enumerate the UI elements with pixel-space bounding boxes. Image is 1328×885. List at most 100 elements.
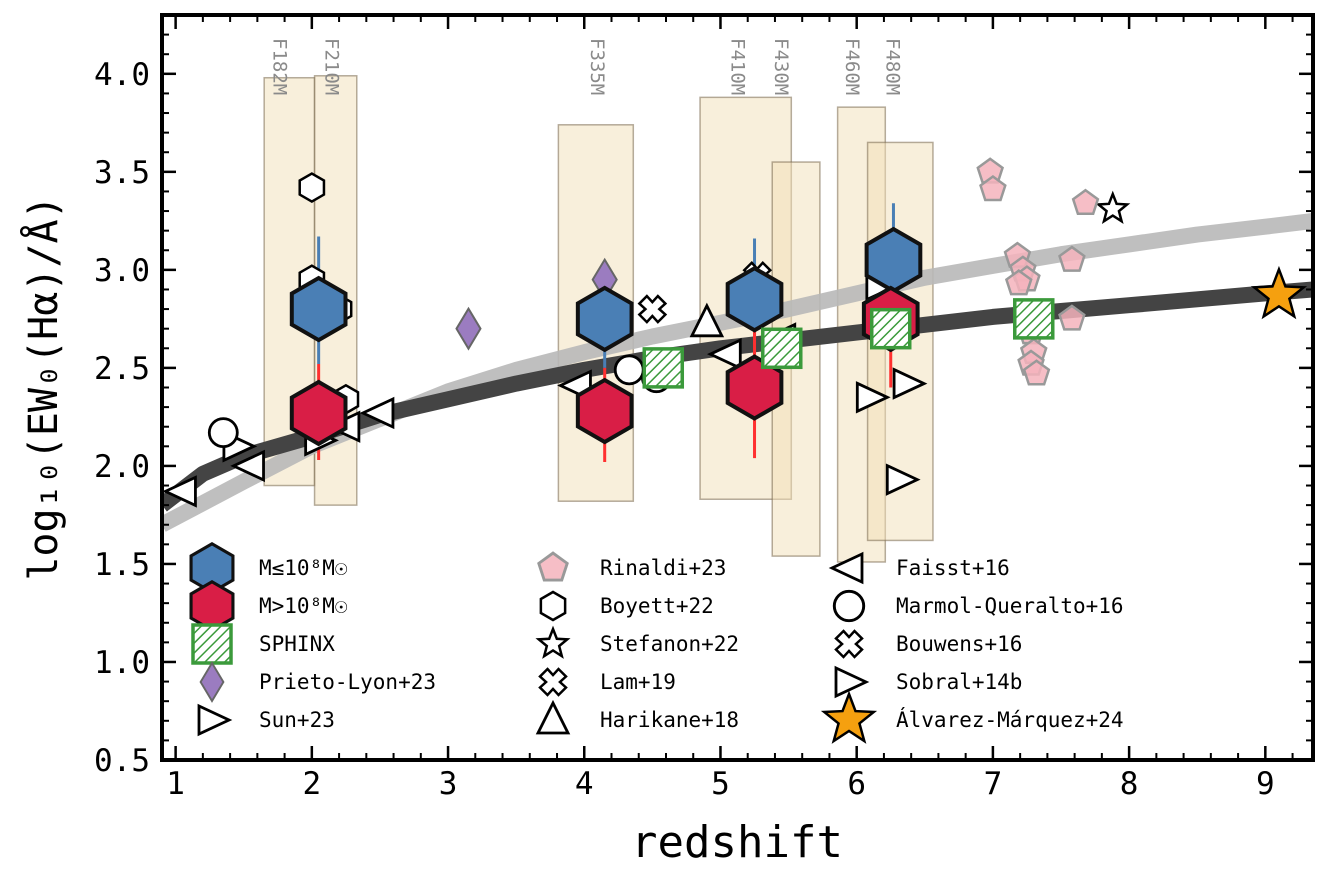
legend-lam-19-marker-shape [538,667,568,697]
rinaldi-23-point-2 [1071,188,1100,215]
marmol-queralto-16-point-0-shape [207,417,239,448]
m-10-m-point-3 [864,226,923,294]
legend-marmol-queralto-16-label: Marmol-Queralto+16 [896,594,1124,618]
x-axis-label: redshift [631,817,843,868]
boyett-22-point-0 [298,172,326,203]
lam-19-point-0-shape [637,294,668,324]
m-10-m-point-0-shape [289,275,348,343]
legend-faisst-16-label: Faisst+16 [896,556,1010,580]
legend-harikane-18-marker [535,699,571,735]
lam-19-point-0 [637,294,668,324]
harikane-18-point-0 [689,302,725,338]
rinaldi-23-point-2-shape [1071,188,1100,215]
sphinx-point-3-shape [1013,298,1055,340]
filter-label-f430m: F430M [770,38,792,95]
marmol-queralto-16-point-1-shape [613,354,645,386]
legend-m-10-m-label: M>10⁸M☉ [259,594,348,618]
legend-sun-23-item: Sun+23 [197,703,335,737]
m-10-m-point-0 [289,275,348,343]
rinaldi-23-point-3 [1058,245,1086,272]
sun-23-point-1-shape [892,367,928,400]
lvarez-m-rquez-24-point-0 [1250,265,1308,320]
m-10-m-point-1 [575,285,634,353]
legend-stefanon-22-item: Stefanon+22 [535,625,739,659]
legend-stefanon-22-label: Stefanon+22 [600,632,739,656]
faisst-16-point-0-shape [162,475,197,508]
legend-m-10-m-marker-shape [189,542,235,594]
sun-23-point-3 [885,463,921,496]
filter-label-f460m: F460M [841,38,863,95]
legend-harikane-18-marker-shape [535,699,571,735]
x-tick-label: 6 [847,766,866,802]
legend-bouwens-16-label: Bouwens+16 [896,632,1022,656]
legend-sobral-14b-marker-shape [834,665,870,699]
legend-marmol-queralto-16-marker [832,589,866,623]
marmol-queralto-16-point-0 [207,417,239,448]
legend-prieto-lyon-23-marker [199,661,225,703]
x-tick-label: 1 [166,766,185,802]
sphinx-point-2 [869,307,912,350]
legend-lvarez-m-rquez-24-label: Álvarez-Márquez+24 [896,707,1124,732]
rinaldi-23-point-8 [1058,304,1086,331]
m-10-m-point-1-shape [575,285,634,353]
legend-sobral-14b-item: Sobral+14b [834,665,1022,699]
legend-bouwens-16-marker [834,629,864,659]
sphinx-point-1-shape [761,327,803,370]
y-tick-label: 3.0 [94,253,150,289]
legend-sun-23-marker [197,703,233,737]
stefanon-22-point-0-shape [1095,190,1131,225]
y-tick-label: 2.5 [94,351,150,387]
legend-sphinx-marker [191,623,233,665]
m-10-m-point-2-shape [725,354,784,421]
legend-prieto-lyon-23-marker-shape [199,661,225,703]
axes: 1 2 3 4 5 6 7 8 9 0.5 1.0 1.5 2.0 2.5 3.0 3.5 4.0 [94,13,1315,802]
legend-sobral-14b-label: Sobral+14b [896,670,1022,694]
m-10-m-point-2 [725,354,784,421]
legend-sphinx-marker-shape [191,623,233,665]
legend-harikane-18-item: Harikane+18 [535,699,739,735]
filter-label-f210m: F210M [320,38,342,95]
y-tick-label: 1.5 [94,547,150,583]
x-tick-label: 3 [439,766,458,802]
sphinx-point-2-shape [869,307,912,350]
y-tick-label: 2.0 [94,449,150,485]
legend-marmol-queralto-16-item: Marmol-Queralto+16 [832,589,1124,623]
x-tick-label: 9 [1256,766,1275,802]
rinaldi-23-point-8-shape [1058,304,1086,331]
legend-m-10-m-item: M>10⁸M☉ [189,580,348,632]
legend-m-10-m-marker [189,542,235,594]
m-10-m-point-2-shape [725,265,784,333]
legend-lvarez-m-rquez-24-marker [820,690,878,744]
legend-lvarez-m-rquez-24-item: Álvarez-Márquez+24 [820,690,1124,744]
m-10-m-point-3-shape [864,226,923,294]
legend-boyett-22-item: Boyett+22 [539,590,714,622]
filter-label-f182m: F182M [269,38,291,95]
rinaldi-23-point-12-shape [1022,359,1051,386]
filter-label-f480m: F480M [882,38,904,95]
m-10-m-point-0 [289,379,348,447]
legend-prieto-lyon-23-label: Prieto-Lyon+23 [259,670,436,694]
x-tick-label: 8 [1120,766,1139,802]
legend-boyett-22-marker-shape [539,590,567,622]
legend-boyett-22-marker [539,590,567,622]
legend-m-10-m-marker [189,580,235,632]
legend-prieto-lyon-23-item: Prieto-Lyon+23 [199,661,436,703]
legend-boyett-22-label: Boyett+22 [600,594,714,618]
marmol-queralto-16-point-1 [613,354,645,386]
legend-marmol-queralto-16-marker-shape [832,589,866,623]
legend-sphinx-item: SPHINX [191,623,335,665]
legend-stefanon-22-marker-shape [535,625,571,659]
legend-bouwens-16-marker-shape [834,629,864,659]
m-10-m-point-0-shape [289,379,348,447]
sphinx-point-0 [642,347,685,389]
rinaldi-23-point-7 [1004,269,1033,296]
y-tick-label: 3.5 [94,155,150,191]
y-tick-label: 4.0 [94,57,150,93]
x-tick-label: 2 [302,766,321,802]
legend-lam-19-marker [538,667,568,697]
legend-m-10-m-marker-shape [189,580,235,632]
legend-faisst-16-marker-shape [828,551,864,585]
lvarez-m-rquez-24-point-0-shape [1250,265,1308,320]
y-tick-label: 0.5 [94,743,150,779]
